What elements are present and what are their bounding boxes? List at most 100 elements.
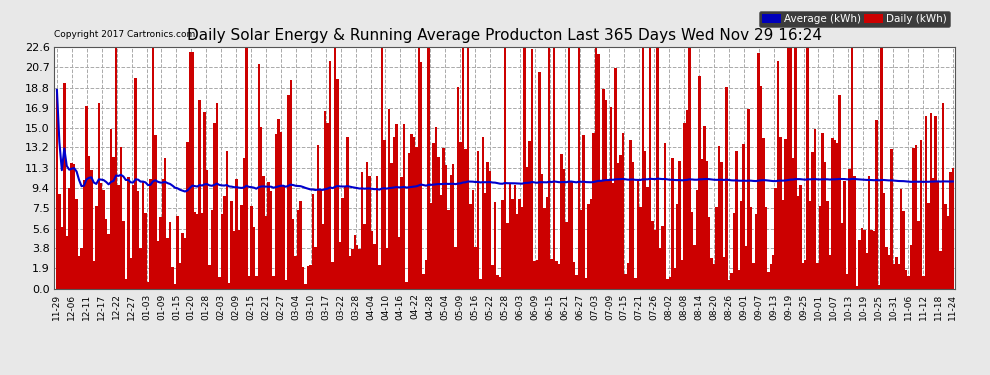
- Bar: [762, 138, 764, 289]
- Bar: [486, 162, 489, 289]
- Bar: [252, 227, 255, 289]
- Bar: [481, 137, 484, 289]
- Bar: [676, 204, 678, 289]
- Bar: [257, 64, 260, 289]
- Bar: [415, 147, 418, 289]
- Bar: [78, 256, 80, 289]
- Bar: [322, 224, 324, 289]
- Bar: [602, 89, 605, 289]
- Bar: [228, 283, 231, 289]
- Bar: [853, 176, 855, 289]
- Bar: [319, 190, 322, 289]
- Bar: [299, 201, 302, 289]
- Bar: [383, 140, 385, 289]
- Bar: [834, 140, 836, 289]
- Bar: [184, 238, 186, 289]
- Bar: [893, 264, 895, 289]
- Bar: [70, 163, 73, 289]
- Bar: [686, 110, 688, 289]
- Bar: [140, 248, 142, 289]
- Bar: [723, 257, 726, 289]
- Bar: [640, 207, 642, 289]
- Bar: [189, 51, 191, 289]
- Bar: [260, 127, 262, 289]
- Text: Copyright 2017 Cartronics.com: Copyright 2017 Cartronics.com: [54, 30, 196, 39]
- Bar: [292, 219, 294, 289]
- Bar: [575, 274, 577, 289]
- Bar: [880, 47, 883, 289]
- Bar: [314, 248, 317, 289]
- Bar: [262, 176, 265, 289]
- Bar: [706, 161, 708, 289]
- Bar: [673, 268, 676, 289]
- Bar: [471, 190, 474, 289]
- Bar: [100, 183, 102, 289]
- Bar: [552, 47, 555, 289]
- Bar: [646, 187, 648, 289]
- Bar: [769, 264, 772, 289]
- Bar: [940, 251, 941, 289]
- Bar: [499, 278, 501, 289]
- Bar: [385, 248, 388, 289]
- Bar: [648, 47, 651, 289]
- Bar: [630, 140, 632, 289]
- Bar: [595, 47, 597, 289]
- Bar: [767, 272, 769, 289]
- Bar: [726, 87, 728, 289]
- Bar: [511, 199, 514, 289]
- Bar: [491, 265, 494, 289]
- Bar: [868, 176, 870, 289]
- Bar: [548, 47, 550, 289]
- Bar: [809, 201, 812, 289]
- Bar: [910, 245, 912, 289]
- Bar: [607, 180, 610, 289]
- Bar: [375, 176, 378, 289]
- Bar: [764, 207, 767, 289]
- Bar: [885, 247, 888, 289]
- Bar: [587, 204, 590, 289]
- Bar: [534, 261, 536, 289]
- Bar: [878, 285, 880, 289]
- Bar: [312, 194, 314, 289]
- Bar: [423, 274, 425, 289]
- Bar: [275, 134, 277, 289]
- Bar: [774, 188, 777, 289]
- Bar: [900, 189, 903, 289]
- Bar: [130, 258, 132, 289]
- Bar: [836, 143, 839, 289]
- Bar: [400, 177, 403, 289]
- Bar: [738, 270, 740, 289]
- Bar: [302, 267, 304, 289]
- Bar: [368, 176, 370, 289]
- Bar: [410, 134, 413, 289]
- Legend: Average (kWh), Daily (kWh): Average (kWh), Daily (kWh): [759, 11, 950, 27]
- Bar: [615, 68, 617, 289]
- Bar: [110, 129, 112, 289]
- Bar: [572, 262, 575, 289]
- Bar: [951, 168, 954, 289]
- Bar: [213, 123, 216, 289]
- Bar: [267, 182, 270, 289]
- Bar: [120, 147, 122, 289]
- Bar: [68, 188, 70, 289]
- Bar: [452, 164, 454, 289]
- Bar: [137, 191, 140, 289]
- Bar: [445, 165, 447, 289]
- Bar: [280, 132, 282, 289]
- Bar: [941, 104, 944, 289]
- Bar: [476, 152, 479, 289]
- Bar: [454, 247, 457, 289]
- Bar: [395, 124, 398, 289]
- Bar: [539, 72, 541, 289]
- Bar: [536, 260, 539, 289]
- Bar: [516, 214, 519, 289]
- Bar: [428, 47, 430, 289]
- Bar: [731, 273, 733, 289]
- Bar: [231, 201, 233, 289]
- Bar: [735, 152, 738, 289]
- Bar: [754, 214, 757, 289]
- Bar: [651, 221, 653, 289]
- Bar: [698, 76, 701, 289]
- Bar: [632, 162, 635, 289]
- Bar: [925, 116, 927, 289]
